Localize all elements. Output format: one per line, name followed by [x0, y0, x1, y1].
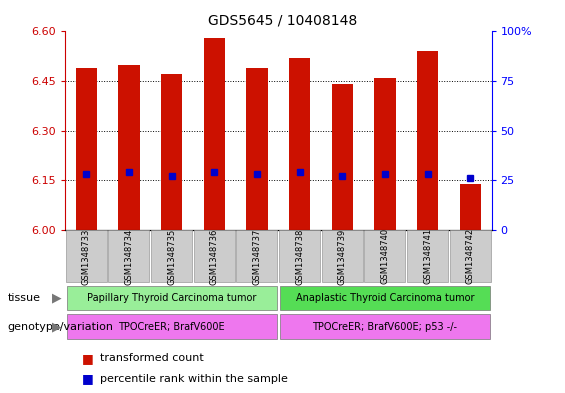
Bar: [108, 230, 149, 283]
Text: Papillary Thyroid Carcinoma tumor: Papillary Thyroid Carcinoma tumor: [87, 293, 257, 303]
Text: percentile rank within the sample: percentile rank within the sample: [100, 374, 288, 384]
Bar: [66, 230, 107, 283]
Bar: [280, 286, 490, 310]
Bar: [459, 184, 481, 230]
Text: GSM1348738: GSM1348738: [295, 228, 304, 285]
Text: ▶: ▶: [52, 320, 62, 333]
Bar: [374, 78, 396, 230]
Bar: [280, 314, 490, 339]
Bar: [151, 230, 192, 283]
Bar: [332, 84, 353, 230]
Text: GSM1348739: GSM1348739: [338, 228, 347, 285]
Bar: [161, 74, 182, 230]
Bar: [67, 314, 276, 339]
Text: GSM1348741: GSM1348741: [423, 228, 432, 285]
Bar: [364, 230, 405, 283]
Text: GSM1348735: GSM1348735: [167, 228, 176, 285]
Text: GSM1348742: GSM1348742: [466, 228, 475, 285]
Bar: [279, 230, 320, 283]
Bar: [76, 68, 97, 230]
Bar: [322, 230, 363, 283]
Text: GSM1348736: GSM1348736: [210, 228, 219, 285]
Text: GSM1348734: GSM1348734: [124, 228, 133, 285]
Text: GSM1348733: GSM1348733: [82, 228, 91, 285]
Bar: [118, 64, 140, 230]
Text: tissue: tissue: [7, 293, 40, 303]
Text: GSM1348737: GSM1348737: [253, 228, 262, 285]
Text: ■: ■: [82, 372, 94, 386]
Bar: [289, 58, 310, 230]
Bar: [194, 230, 234, 283]
Bar: [450, 230, 490, 283]
Text: TPOCreER; BrafV600E: TPOCreER; BrafV600E: [118, 321, 225, 332]
Bar: [407, 230, 448, 283]
Bar: [246, 68, 268, 230]
Text: Anaplastic Thyroid Carcinoma tumor: Anaplastic Thyroid Carcinoma tumor: [295, 293, 474, 303]
Text: ■: ■: [82, 352, 94, 365]
Text: ▶: ▶: [52, 291, 62, 305]
Text: transformed count: transformed count: [100, 353, 204, 364]
Bar: [417, 51, 438, 230]
Text: GSM1348740: GSM1348740: [380, 228, 389, 285]
Text: TPOCreER; BrafV600E; p53 -/-: TPOCreER; BrafV600E; p53 -/-: [312, 321, 458, 332]
Bar: [203, 38, 225, 230]
Text: genotype/variation: genotype/variation: [7, 321, 114, 332]
Text: GDS5645 / 10408148: GDS5645 / 10408148: [208, 14, 357, 28]
Bar: [237, 230, 277, 283]
Bar: [67, 286, 276, 310]
